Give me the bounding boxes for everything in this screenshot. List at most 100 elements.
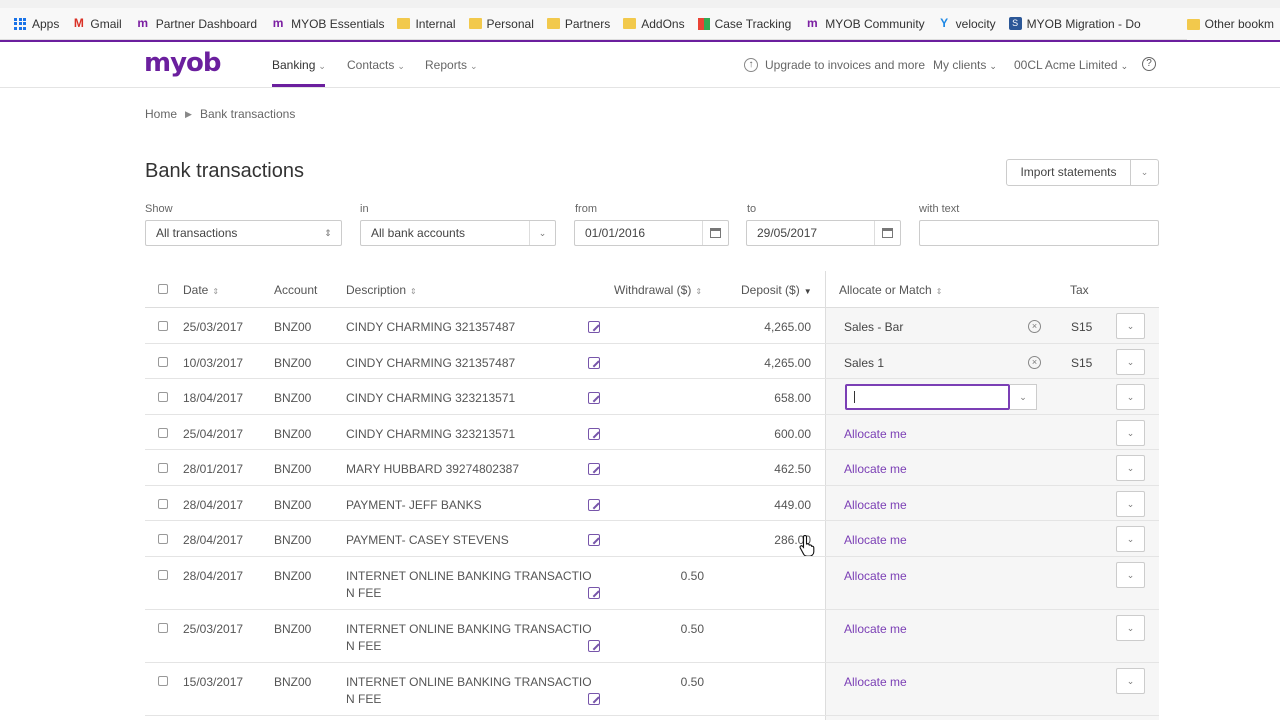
breadcrumb-separator-icon: ▶	[185, 108, 192, 119]
edit-icon[interactable]	[588, 586, 600, 599]
other-bookmarks[interactable]: Other bookm	[1186, 8, 1280, 40]
row-checkbox[interactable]	[158, 533, 168, 547]
company-menu[interactable]: 00CL Acme Limited ⌄	[1014, 58, 1129, 72]
row-expand-chevron-icon[interactable]: ⌄	[1116, 348, 1145, 375]
row-checkbox[interactable]	[158, 391, 168, 405]
row-deposit: 4,265.00	[764, 355, 811, 370]
bookmark-gmail[interactable]: M Gmail	[73, 16, 122, 31]
import-statements-button[interactable]: Import statements ⌄	[1006, 159, 1159, 186]
edit-icon[interactable]	[588, 692, 600, 705]
row-checkbox[interactable]	[158, 622, 168, 636]
bookmark-internal[interactable]: Internal	[397, 17, 456, 31]
allocate-me-link[interactable]: Allocate me	[844, 621, 907, 636]
allocate-me-link[interactable]: Allocate me	[844, 533, 907, 547]
table-row[interactable]: 28/04/2017 BNZ00 PAYMENT- JEFF BANKS 449.00…	[145, 486, 1159, 521]
nav-banking[interactable]: Banking ⌄	[272, 58, 326, 72]
edit-icon[interactable]	[588, 427, 600, 440]
migration-icon: S	[1008, 17, 1022, 30]
row-expand-chevron-icon[interactable]: ⌄	[1116, 455, 1145, 481]
folder-icon	[623, 18, 637, 29]
account-select[interactable]: All bank accounts ⌄	[360, 220, 556, 246]
clear-icon[interactable]: ×	[1028, 355, 1041, 369]
edit-icon[interactable]	[588, 639, 600, 652]
table-row[interactable]: 28/01/2017 BNZ00 MARY HUBBARD 39274802387 4…	[145, 450, 1159, 486]
row-checkbox[interactable]	[158, 498, 168, 512]
chevron-down-icon[interactable]: ⌄	[1010, 384, 1037, 410]
bookmark-apps[interactable]: Apps	[14, 17, 59, 31]
nav-contacts[interactable]: Contacts ⌄	[347, 58, 405, 72]
table-row[interactable]: 18/04/2017 BNZ00 CINDY CHARMING 323213571 6…	[145, 379, 1159, 415]
bookmark-personal[interactable]: Personal	[468, 17, 534, 31]
edit-icon[interactable]	[588, 534, 600, 546]
allocate-me-link[interactable]: Allocate me	[844, 462, 907, 476]
row-expand-chevron-icon[interactable]: ⌄	[1116, 384, 1145, 410]
bookmark-case-tracking[interactable]: Case Tracking	[697, 17, 791, 31]
bookmark-myob-community[interactable]: m MYOB Community	[804, 17, 925, 31]
row-description-continued: N FEE	[346, 638, 382, 653]
select-all-checkbox[interactable]	[158, 283, 168, 297]
clear-icon[interactable]: ×	[1028, 320, 1041, 333]
allocate-me-link[interactable]: Allocate me	[844, 568, 907, 583]
row-checkbox[interactable]	[158, 675, 168, 689]
table-row[interactable]: 25/03/2017 BNZ00 INTERNET ONLINE BANKING T…	[145, 610, 1159, 663]
table-row[interactable]: 28/04/2017 BNZ00 INTERNET ONLINE BANKING T…	[145, 557, 1159, 610]
row-checkbox[interactable]	[158, 569, 168, 583]
chevron-down-icon: ⌄	[397, 61, 405, 71]
row-expand-chevron-icon[interactable]: ⌄	[1116, 313, 1145, 339]
upgrade-link[interactable]: ↑ Upgrade to invoices and more	[744, 58, 925, 72]
bookmark-addons[interactable]: AddOns	[623, 17, 685, 31]
row-description: PAYMENT- JEFF BANKS	[346, 497, 482, 512]
header-deposit[interactable]: Deposit ($) ▼	[741, 283, 812, 297]
edit-icon[interactable]	[588, 498, 600, 511]
allocate-me-link[interactable]: Allocate me	[844, 674, 907, 689]
calendar-icon[interactable]	[874, 221, 900, 245]
row-account: BNZ00	[274, 320, 312, 334]
bookmark-partner-dashboard[interactable]: m Partner Dashboard	[135, 17, 257, 31]
allocated-account[interactable]: Sales 1	[844, 355, 885, 370]
row-expand-chevron-icon[interactable]: ⌄	[1116, 490, 1145, 517]
header-withdrawal[interactable]: Withdrawal ($) ⇕	[614, 283, 703, 297]
row-expand-chevron-icon[interactable]: ⌄	[1116, 526, 1145, 552]
chevron-down-icon[interactable]: ⌄	[1140, 167, 1149, 177]
row-checkbox[interactable]	[158, 356, 168, 370]
row-expand-chevron-icon[interactable]: ⌄	[1116, 667, 1145, 694]
edit-icon[interactable]	[588, 356, 600, 369]
from-label: from	[575, 203, 597, 215]
with-text-input[interactable]	[919, 220, 1159, 246]
to-date-input[interactable]: 29/05/2017	[746, 220, 901, 246]
table-row[interactable]: 25/03/2017 BNZ00 CINDY CHARMING 321357487 4…	[145, 308, 1159, 344]
help-icon[interactable]: ?	[1142, 57, 1156, 71]
row-account: BNZ00	[274, 426, 312, 441]
row-expand-chevron-icon[interactable]: ⌄	[1116, 419, 1145, 446]
header-allocate[interactable]: Allocate or Match ⇕	[839, 283, 943, 297]
from-date-input[interactable]: 01/01/2016	[574, 220, 729, 246]
bookmark-myob-essentials[interactable]: m MYOB Essentials	[270, 17, 385, 31]
calendar-icon[interactable]	[702, 221, 728, 245]
bookmark-partners[interactable]: Partners	[546, 17, 610, 31]
row-expand-chevron-icon[interactable]: ⌄	[1116, 561, 1145, 588]
edit-icon[interactable]	[588, 392, 600, 404]
row-checkbox[interactable]	[158, 462, 168, 476]
header-description[interactable]: Description ⇕	[346, 283, 417, 297]
breadcrumb-home[interactable]: Home	[145, 107, 178, 121]
allocate-me-link[interactable]: Allocate me	[844, 497, 907, 512]
allocate-input[interactable]	[845, 384, 1010, 410]
my-clients-menu[interactable]: My clients ⌄	[933, 58, 997, 72]
bookmark-myob-migration[interactable]: S MYOB Migration - Do	[1008, 17, 1141, 31]
row-checkbox[interactable]	[158, 427, 168, 441]
table-row[interactable]: 15/03/2017 BNZ00 INTERNET ONLINE BANKING T…	[145, 663, 1159, 716]
nav-reports[interactable]: Reports ⌄	[425, 58, 478, 72]
table-row[interactable]: 10/03/2017 BNZ00 CINDY CHARMING 321357487 4…	[145, 344, 1159, 379]
row-expand-chevron-icon[interactable]: ⌄	[1116, 614, 1145, 641]
header-date[interactable]: Date ⇕	[183, 283, 220, 297]
row-checkbox[interactable]	[158, 320, 168, 334]
table-row[interactable]: 25/04/2017 BNZ00 CINDY CHARMING 323213571 6…	[145, 415, 1159, 450]
allocated-account[interactable]: Sales - Bar	[844, 320, 904, 334]
show-select[interactable]: All transactions ⇕	[145, 220, 342, 246]
allocate-me-link[interactable]: Allocate me	[844, 426, 907, 441]
table-row[interactable]: 28/04/2017 BNZ00 PAYMENT- CASEY STEVENS 286…	[145, 521, 1159, 557]
edit-icon[interactable]	[588, 463, 600, 475]
myob-logo[interactable]: myob	[144, 48, 222, 78]
edit-icon[interactable]	[588, 321, 600, 333]
bookmark-velocity[interactable]: Y velocity	[938, 17, 996, 31]
